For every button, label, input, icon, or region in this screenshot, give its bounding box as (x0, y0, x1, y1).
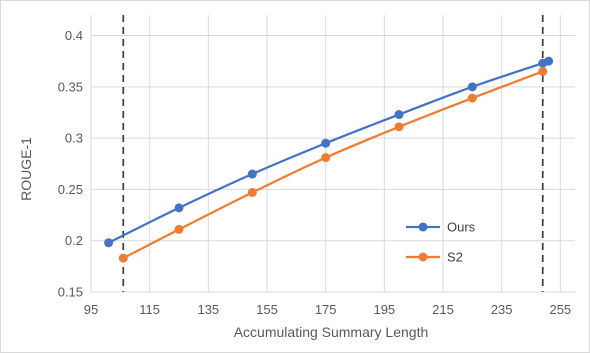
data-point-s2 (538, 66, 548, 76)
data-point-ours (394, 110, 404, 120)
legend-label-s2: S2 (447, 250, 463, 265)
data-point-s2 (247, 187, 257, 197)
y-tick-label: 0.35 (58, 79, 83, 94)
data-point-s2 (118, 253, 128, 263)
gridlines (90, 15, 575, 293)
data-point-ours (321, 138, 331, 148)
data-point-ours (247, 169, 257, 179)
legend-item-s2: S2 (406, 250, 463, 265)
y-tick-label: 0.3 (65, 131, 83, 146)
data-series (104, 56, 554, 263)
legend-marker-s2 (418, 252, 428, 262)
data-point-ours (174, 203, 184, 213)
x-tick-label: 215 (432, 302, 454, 317)
data-point-ours (467, 82, 477, 92)
x-tick-label: 95 (84, 302, 98, 317)
series-s2 (118, 66, 548, 263)
series-line-s2 (122, 70, 544, 260)
legend: Ours S2 (406, 220, 476, 265)
y-axis-title: ROUGE-1 (18, 137, 34, 201)
tick-labels: 0.15 0.2 0.25 0.3 0.35 0.4 95 115 135 155 175 195 21… (58, 28, 571, 317)
data-point-s2 (467, 93, 477, 103)
data-point-ours (104, 238, 114, 248)
x-tick-label: 115 (139, 302, 160, 317)
data-point-s2 (174, 224, 184, 234)
series-ours (104, 56, 554, 248)
series-line-ours (108, 59, 552, 244)
x-tick-label: 195 (373, 302, 395, 317)
reference-lines (122, 15, 544, 292)
y-tick-label: 0.4 (65, 28, 83, 43)
x-tick-label: 135 (197, 302, 219, 317)
x-tick-label: 175 (315, 302, 337, 317)
x-axis-title: Accumulating Summary Length (234, 324, 429, 340)
y-tick-label: 0.2 (65, 233, 83, 248)
legend-item-ours: Ours (406, 220, 476, 235)
data-point-ours (544, 56, 554, 66)
x-tick-label: 255 (549, 302, 571, 317)
data-point-s2 (394, 122, 404, 132)
y-tick-label: 0.25 (58, 182, 83, 197)
x-tick-label: 155 (256, 302, 278, 317)
data-point-s2 (321, 153, 331, 163)
legend-marker-ours (418, 222, 428, 232)
y-tick-label: 0.15 (58, 285, 83, 300)
legend-label-ours: Ours (447, 220, 476, 235)
x-tick-label: 235 (491, 302, 513, 317)
